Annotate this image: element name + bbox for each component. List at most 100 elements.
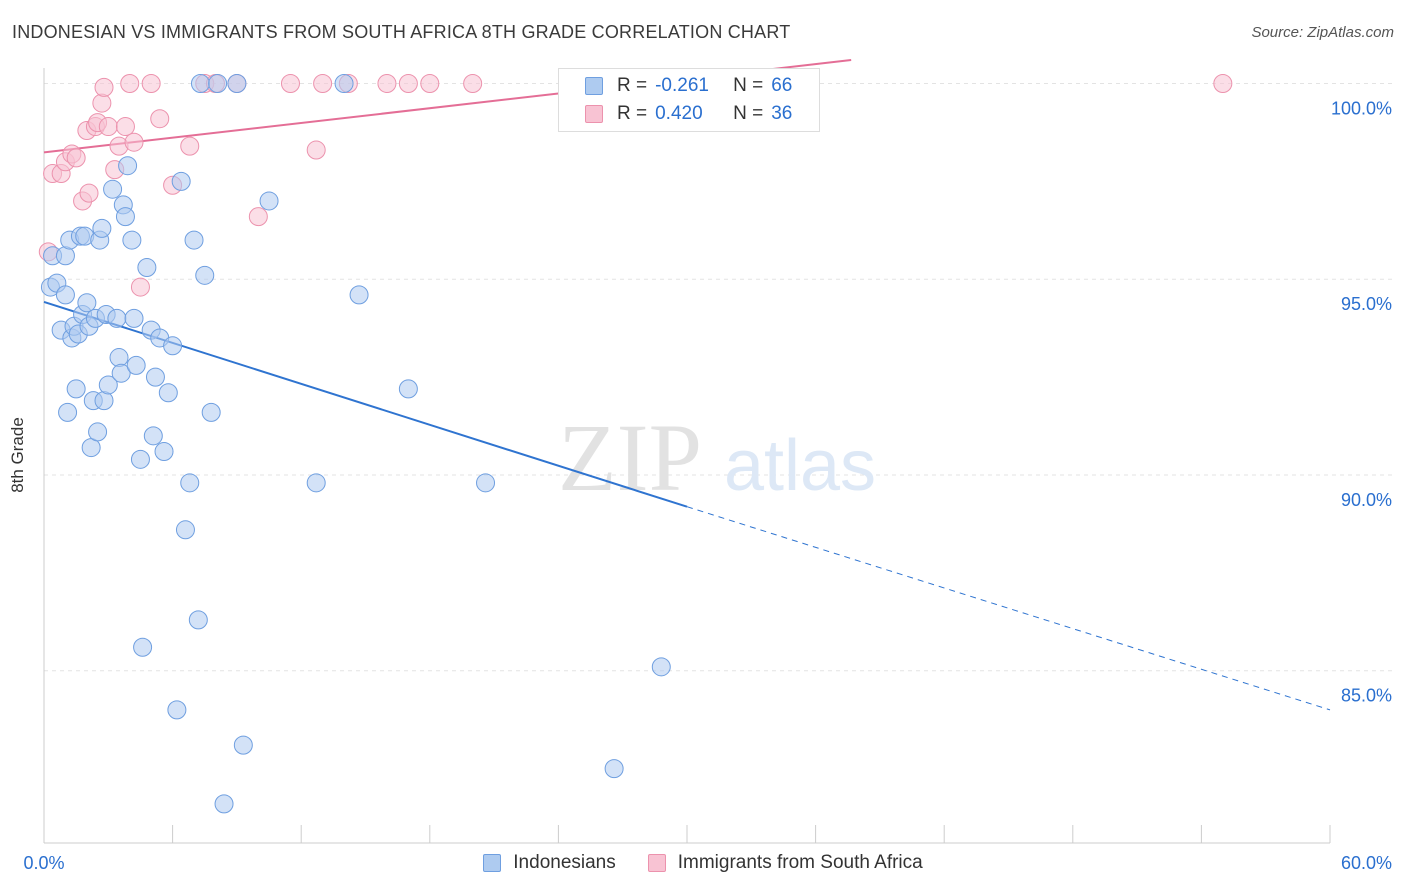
legend-r-value: 0.420	[655, 103, 703, 124]
legend-swatch-indonesians	[585, 77, 603, 95]
south-africa-point	[124, 132, 144, 152]
legend-n-label: N =	[733, 75, 764, 96]
legend-item-indonesians[interactable]: Indonesians	[483, 852, 616, 874]
south-africa-point	[377, 73, 397, 93]
y-tick-label: 85.0%	[1341, 686, 1392, 706]
chart-title: INDONESIAN VS IMMIGRANTS FROM SOUTH AFRI…	[12, 22, 791, 42]
indonesians-point	[145, 367, 165, 387]
indonesians-point	[103, 179, 123, 199]
legend-r-value: -0.261	[655, 75, 709, 96]
south-africa-point	[120, 73, 140, 93]
south-africa-point	[150, 109, 170, 129]
indonesians-point	[476, 473, 496, 493]
indonesians-point	[201, 402, 221, 422]
south-africa-point	[115, 117, 135, 137]
indonesians-point	[306, 473, 326, 493]
indonesians-point	[175, 520, 195, 540]
south-africa-point	[66, 148, 86, 168]
south-africa-point	[92, 93, 112, 113]
legend-n-value: 36	[771, 103, 793, 124]
indonesians-point	[214, 794, 234, 814]
indonesians-point	[94, 391, 114, 411]
indonesians-point	[115, 207, 135, 227]
indonesians-point	[133, 637, 153, 657]
indonesians-point	[77, 293, 97, 313]
legend-r-label: R =	[617, 103, 648, 124]
legend-n-value: 66	[771, 75, 793, 96]
south-africa-point	[141, 73, 161, 93]
indonesians-point	[55, 246, 75, 266]
indonesians-point	[88, 422, 108, 442]
indonesians-point	[118, 156, 138, 176]
indonesians-point	[92, 218, 112, 238]
indonesians-point	[349, 285, 369, 305]
indonesians-trend-extension	[686, 506, 1331, 711]
legend-r-label: R =	[617, 75, 648, 96]
legend-swatch-south-africa	[585, 105, 603, 123]
watermark-atlas: atlas	[724, 426, 876, 506]
x-tick-label-min: 0.0%	[23, 853, 64, 873]
axes	[43, 68, 1331, 844]
indonesians-point	[180, 473, 200, 493]
south-africa-point	[463, 73, 483, 93]
south-africa-point	[280, 73, 300, 93]
indonesians-point	[167, 700, 187, 720]
y-tick-label: 100.0%	[1331, 98, 1392, 118]
indonesians-point	[55, 285, 75, 305]
indonesians-point	[398, 379, 418, 399]
south-africa-point	[398, 73, 418, 93]
x-tick-label-max: 60.0%	[1341, 853, 1392, 873]
legend-label-indonesians: Indonesians	[513, 852, 616, 873]
indonesians-point	[190, 73, 210, 93]
indonesians-point	[107, 308, 127, 328]
series-indonesians-points	[40, 73, 671, 814]
watermark-zip: ZIP	[558, 404, 702, 511]
legend-swatch-south-africa	[647, 854, 666, 872]
legend-swatch-indonesians	[483, 854, 502, 872]
indonesians-point	[208, 73, 228, 93]
legend-label-south-africa: Immigrants from South Africa	[677, 852, 923, 873]
trend-lines	[43, 59, 1331, 711]
source-label: Source: ZipAtlas.com	[1251, 24, 1394, 41]
legend-row-south-africa: R = 0.420 N = 36	[585, 102, 792, 126]
indonesians-point	[233, 735, 253, 755]
indonesians-point	[154, 442, 174, 461]
indonesians-point	[122, 230, 142, 250]
indonesians-point	[58, 402, 78, 422]
indonesians-point	[137, 257, 157, 277]
south-africa-point	[79, 183, 99, 203]
correlation-legend: R = -0.261 N = 66 R = 0.420 N = 36	[558, 68, 820, 132]
south-africa-point	[306, 140, 326, 160]
indonesians-point	[109, 348, 129, 368]
indonesians-point	[184, 230, 204, 250]
indonesians-point	[66, 379, 86, 399]
indonesians-point	[163, 336, 183, 356]
y-axis-label: 8th Grade	[8, 417, 27, 493]
indonesians-point	[124, 308, 144, 328]
south-africa-point	[1213, 73, 1233, 93]
legend-row-indonesians: R = -0.261 N = 66	[585, 74, 792, 98]
watermark: ZIP atlas	[558, 404, 876, 511]
indonesians-point	[227, 73, 247, 93]
gridlines	[44, 82, 1392, 672]
legend-item-south-africa[interactable]: Immigrants from South Africa	[647, 852, 923, 874]
south-africa-point	[248, 207, 268, 227]
south-africa-point	[180, 136, 200, 156]
south-africa-point	[94, 77, 114, 97]
indonesians-point	[158, 383, 178, 403]
indonesians-point	[130, 449, 150, 469]
indonesians-point	[98, 375, 118, 395]
indonesians-point	[188, 610, 208, 630]
tick-labels: 85.0% 90.0% 95.0% 100.0% 0.0% 60.0%	[23, 98, 1392, 873]
indonesians-point	[143, 426, 163, 446]
indonesians-point	[111, 363, 131, 383]
legend-n-label: N =	[733, 103, 764, 124]
indonesians-point	[195, 265, 215, 285]
indonesians-point	[171, 171, 191, 191]
indonesians-point	[651, 657, 671, 677]
y-tick-label: 95.0%	[1341, 294, 1392, 314]
south-africa-point	[420, 73, 440, 93]
y-tick-label: 90.0%	[1341, 490, 1392, 510]
indonesians-point	[604, 759, 624, 779]
